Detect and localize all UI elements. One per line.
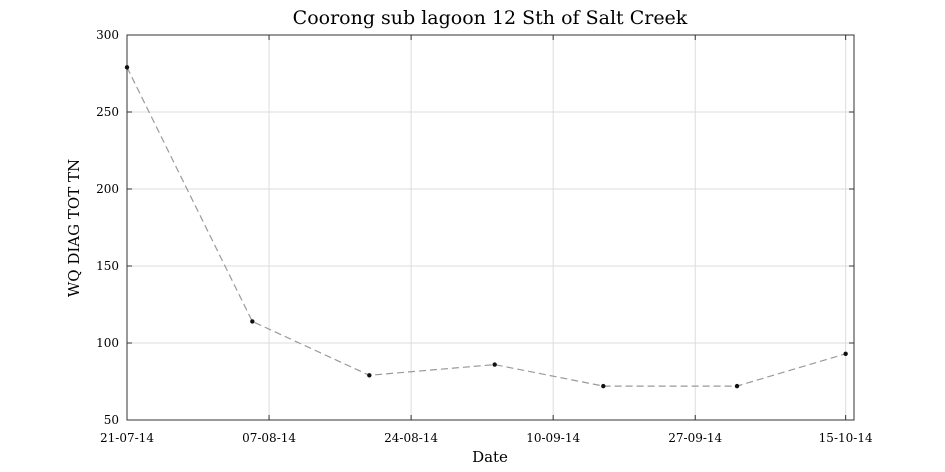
plot-area (126, 34, 855, 421)
x-tick-label: 07-08-14 (242, 431, 296, 445)
y-tick-label: 150 (96, 259, 119, 273)
y-tick-label: 50 (104, 413, 119, 427)
grid-lines (127, 35, 854, 420)
axis-ticks: 50 100 150 200 250 300 21-07-14 07-08-14 24-08-1… (96, 28, 873, 445)
x-tick-label: 21-07-14 (100, 431, 154, 445)
x-tick-label: 27-09-14 (668, 431, 722, 445)
chart-title: Coorong sub lagoon 12 Sth of Salt Creek (293, 7, 688, 29)
data-point (250, 319, 255, 324)
data-point (734, 383, 740, 389)
x-tick-label: 15-10-14 (819, 431, 873, 445)
x-tick-label: 24-08-14 (384, 431, 438, 445)
data-point (843, 351, 848, 356)
y-tick-label: 300 (96, 28, 119, 42)
y-tick-label: 250 (96, 105, 119, 119)
x-tick-label: 10-09-14 (526, 431, 580, 445)
data-point (492, 362, 497, 367)
data-point (367, 373, 372, 378)
y-axis-label: WQ DIAG TOT TN (65, 159, 83, 297)
series-layer (124, 65, 848, 389)
data-point (601, 383, 606, 389)
y-tick-label: 100 (96, 336, 119, 350)
x-axis-label: Date (472, 448, 508, 466)
series-line (126, 67, 846, 387)
y-tick-label: 200 (96, 182, 119, 196)
data-point (124, 65, 130, 70)
